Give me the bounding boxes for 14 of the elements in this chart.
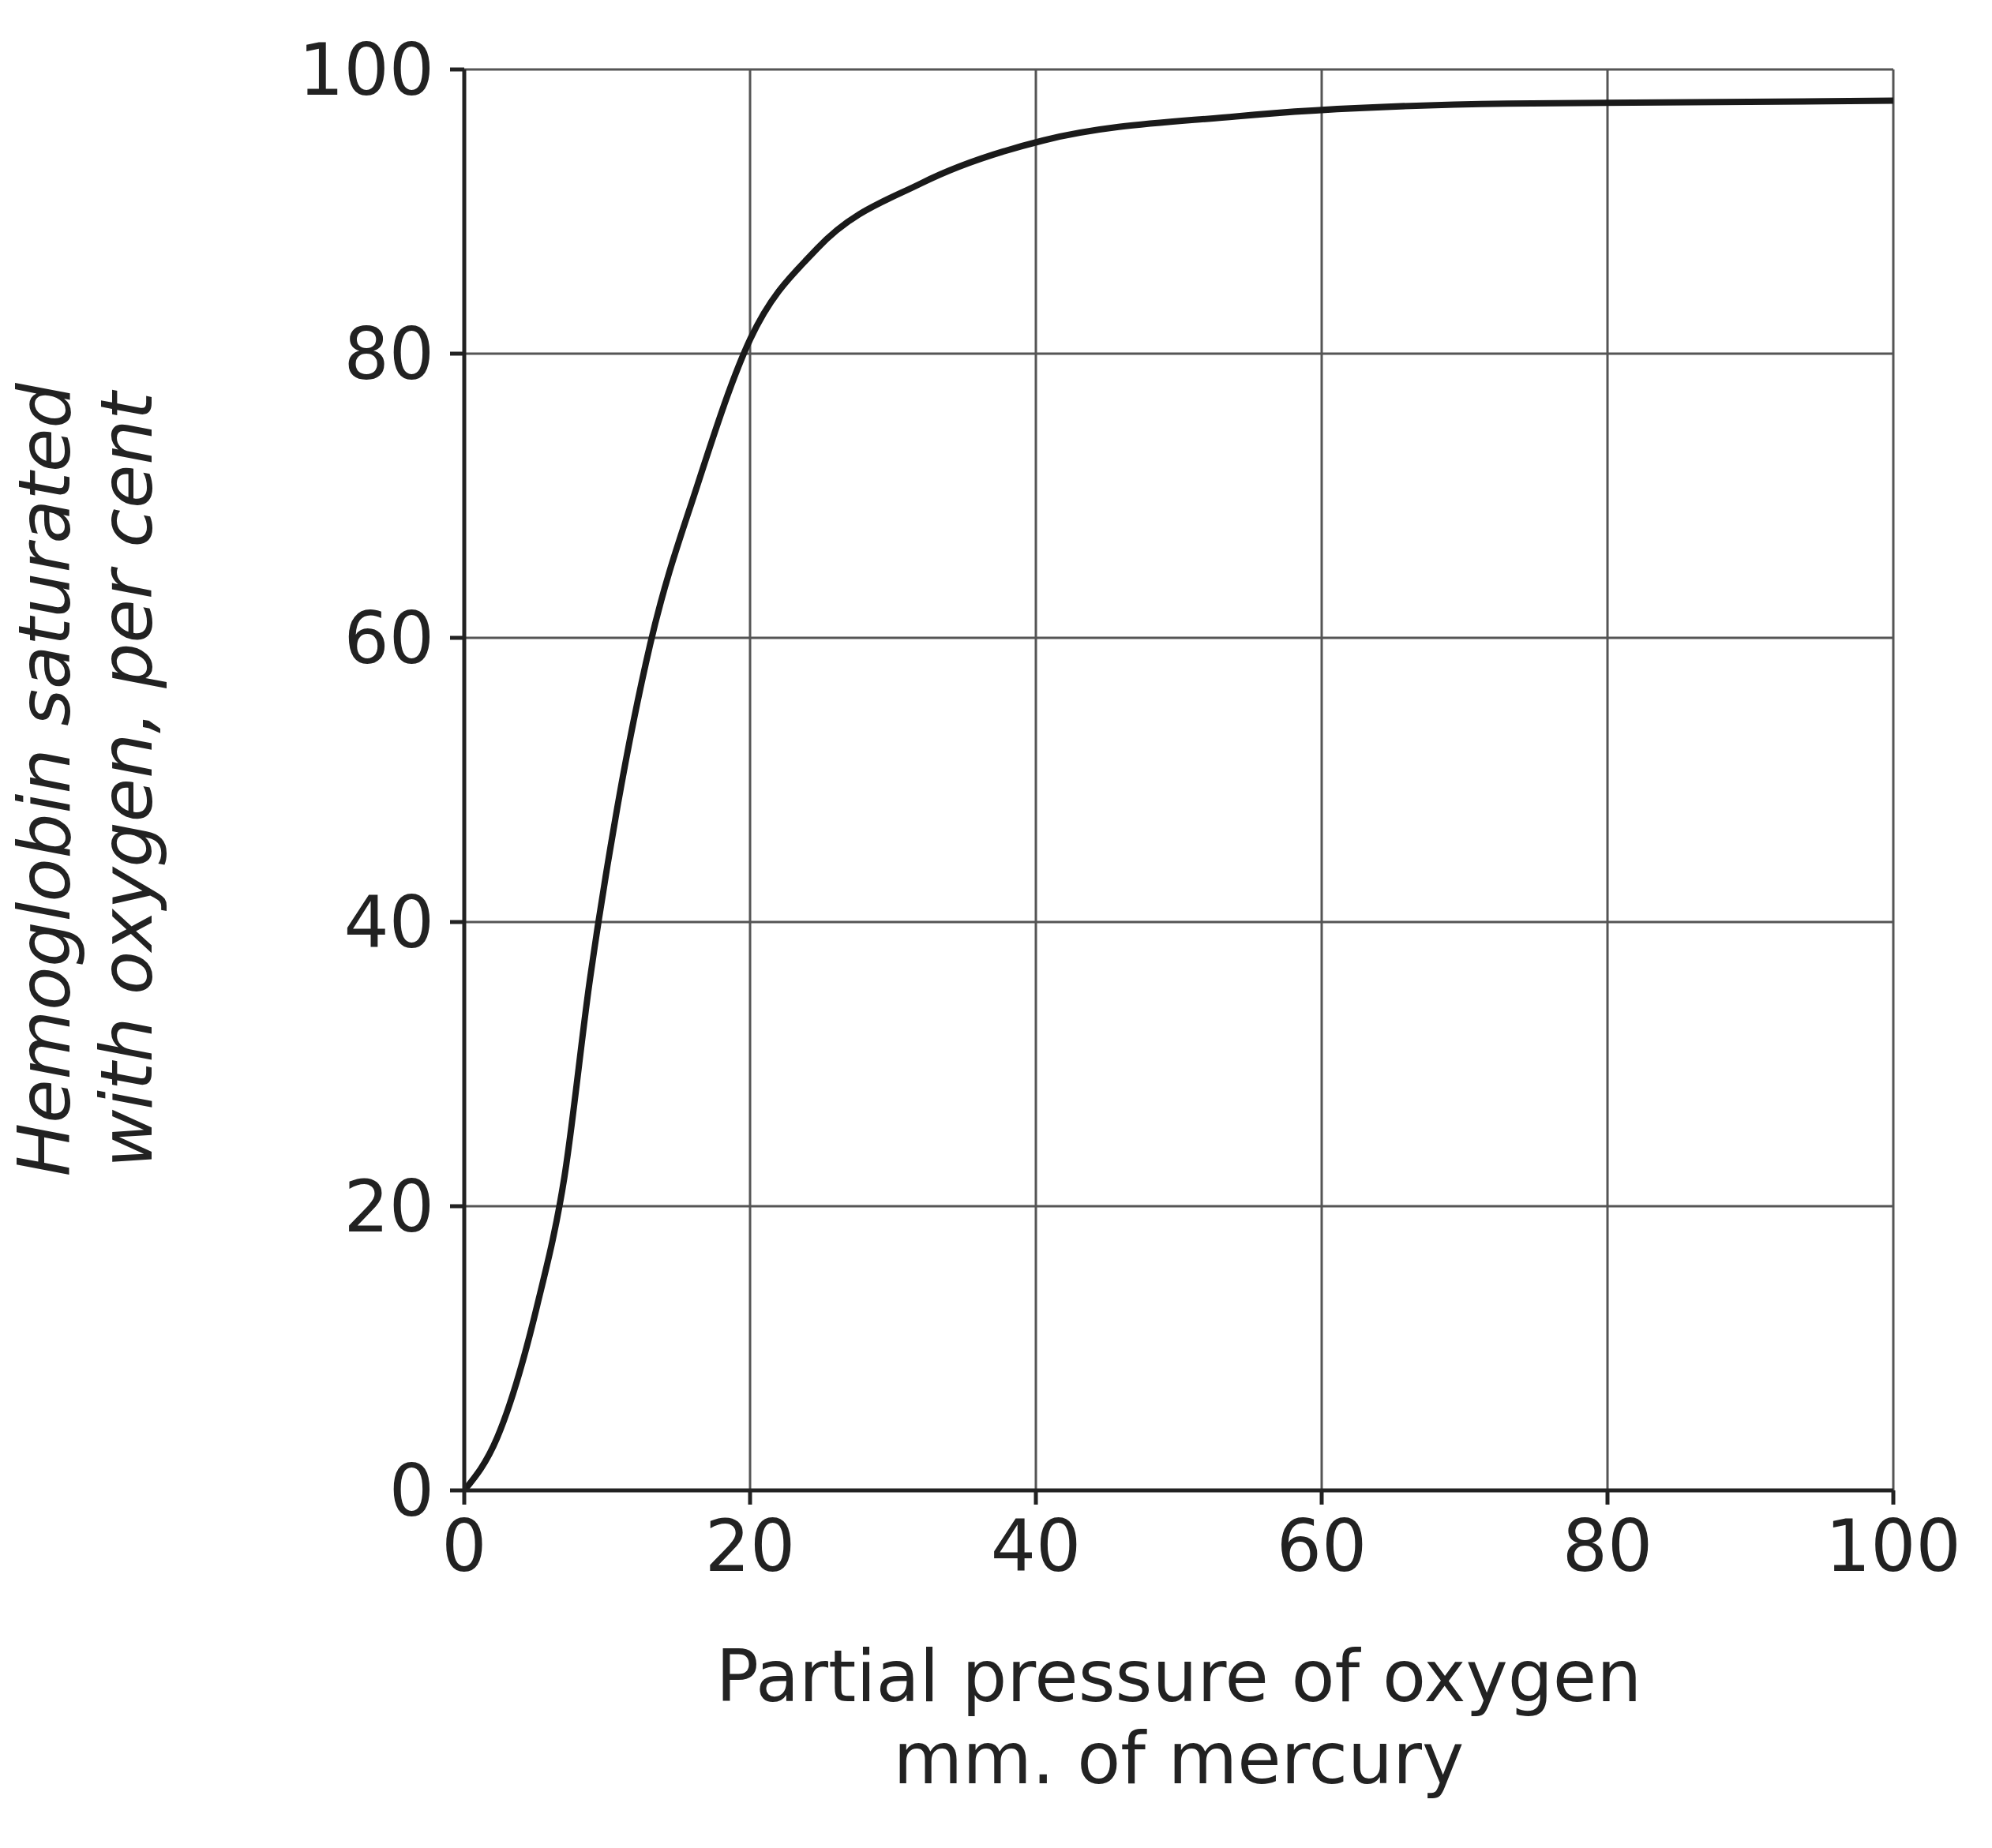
y-axis-title: Hemoglobin saturated with oxygen, per cent	[3, 382, 168, 1177]
x-tick-label: 60	[1276, 1504, 1367, 1587]
y-tick-label: 100	[298, 28, 434, 111]
y-tick-label: 60	[343, 596, 434, 680]
x-tick-label: 80	[1562, 1504, 1653, 1587]
x-tick-label: 20	[704, 1504, 796, 1587]
x-tick-label: 40	[990, 1504, 1082, 1587]
x-tick-label: 0	[441, 1504, 487, 1587]
x-tick-label: 100	[1825, 1504, 1961, 1587]
y-tick-label: 20	[343, 1164, 434, 1248]
y-tick-label: 0	[388, 1449, 434, 1532]
x-axis-title: Partial pressure of oxygen mm. of mercury	[715, 1635, 1642, 1800]
y-tick-label: 40	[343, 880, 434, 964]
y-tick-label: 80	[343, 312, 434, 395]
